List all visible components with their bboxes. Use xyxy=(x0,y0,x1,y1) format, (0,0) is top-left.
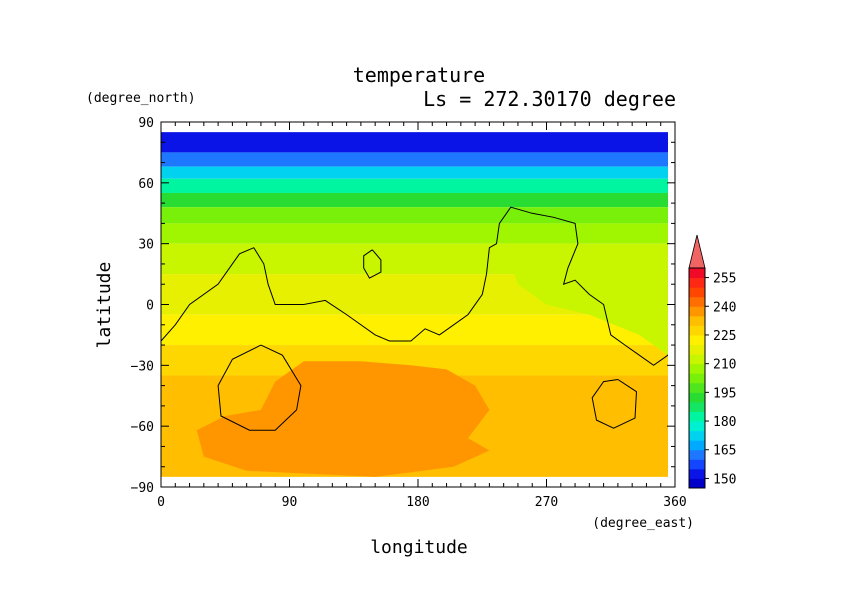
x-axis-label: longitude xyxy=(370,537,468,558)
temperature-band-0 xyxy=(161,132,668,153)
colorbar-swatch xyxy=(689,401,705,412)
y-tick-label: 60 xyxy=(138,177,154,192)
chart-title: temperature xyxy=(353,63,485,87)
x-units-label: (degree_east) xyxy=(592,516,694,531)
temperature-band-3 xyxy=(161,178,668,193)
y-axis-label: latitude xyxy=(94,262,115,349)
colorbar-swatch xyxy=(689,277,705,288)
colorbar-swatch xyxy=(689,468,705,479)
colorbar-label: 180 xyxy=(713,415,736,430)
contour-line-0 xyxy=(161,206,668,366)
colorbar-swatch xyxy=(689,421,705,432)
y-tick-label: −30 xyxy=(131,359,154,374)
y-units-label: (degree_north) xyxy=(86,91,196,106)
colorbar-label: 165 xyxy=(713,444,736,459)
y-tick-label: −90 xyxy=(131,481,154,496)
colorbar-swatch xyxy=(689,354,705,365)
colorbar-frame xyxy=(688,267,706,489)
colorbar-swatch xyxy=(689,478,705,489)
temperature-region-0 xyxy=(196,361,490,477)
x-tick-label: 270 xyxy=(535,495,558,510)
colorbar-label: 195 xyxy=(713,386,736,401)
temperature-band-6 xyxy=(161,223,668,244)
temperature-band-1 xyxy=(161,152,668,167)
colorbar-swatch xyxy=(689,363,705,374)
temperature-band-2 xyxy=(161,166,668,179)
colorbar-swatch xyxy=(689,449,705,460)
contour-lines xyxy=(161,206,668,431)
contour-line-2 xyxy=(217,344,302,431)
colorbar-swatch xyxy=(689,411,705,422)
x-tick-label: 360 xyxy=(663,495,686,510)
colorbar-label: 210 xyxy=(713,358,736,373)
x-tick-label: 0 xyxy=(157,495,165,510)
contour-line-1 xyxy=(363,249,382,279)
colorbar-swatch xyxy=(689,334,705,346)
x-tick-label: 180 xyxy=(406,495,429,510)
colorbar: 255 240 225 210 195 180 165 150 xyxy=(688,234,736,489)
temperature-band-9 xyxy=(161,314,668,346)
temperature-band-5 xyxy=(161,207,668,224)
colorbar-swatch xyxy=(689,268,705,279)
y-tick-label: 30 xyxy=(138,238,154,253)
colorbar-swatch xyxy=(689,315,705,326)
colorbar-swatch xyxy=(689,287,705,298)
colorbar-swatch xyxy=(689,373,705,384)
colorbar-swatch xyxy=(689,430,705,441)
colorbar-label: 255 xyxy=(713,272,736,287)
colorbar-swatch xyxy=(689,296,705,307)
colorbar-swatch xyxy=(689,459,705,470)
y-tick-label: 90 xyxy=(138,116,154,131)
x-tick-label: 90 xyxy=(282,495,298,510)
colorbar-label: 225 xyxy=(713,329,736,344)
colorbar-label: 240 xyxy=(713,300,736,315)
y-tick-label: −60 xyxy=(131,420,154,435)
colorbar-overflow-triangle xyxy=(688,234,706,269)
colorbar-swatch xyxy=(689,325,705,336)
colorbar-swatch xyxy=(689,382,705,393)
y-axis: 90 60 30 0 −30 −60 −90 xyxy=(131,116,675,496)
contour-line-3 xyxy=(591,379,638,429)
temperature-field xyxy=(161,132,668,477)
x-axis: 0 90 180 270 360 xyxy=(157,122,687,510)
colorbar-swatch xyxy=(689,344,705,355)
colorbar-swatch xyxy=(689,440,705,451)
y-tick-label: 0 xyxy=(146,299,154,314)
colorbar-swatch xyxy=(689,392,705,403)
colorbar-label: 150 xyxy=(713,472,736,487)
colorbar-swatch xyxy=(689,306,705,317)
chart-subtitle: Ls = 272.30170 degree xyxy=(423,87,676,111)
temperature-region-1 xyxy=(503,243,668,356)
temperature-band-4 xyxy=(161,192,668,208)
